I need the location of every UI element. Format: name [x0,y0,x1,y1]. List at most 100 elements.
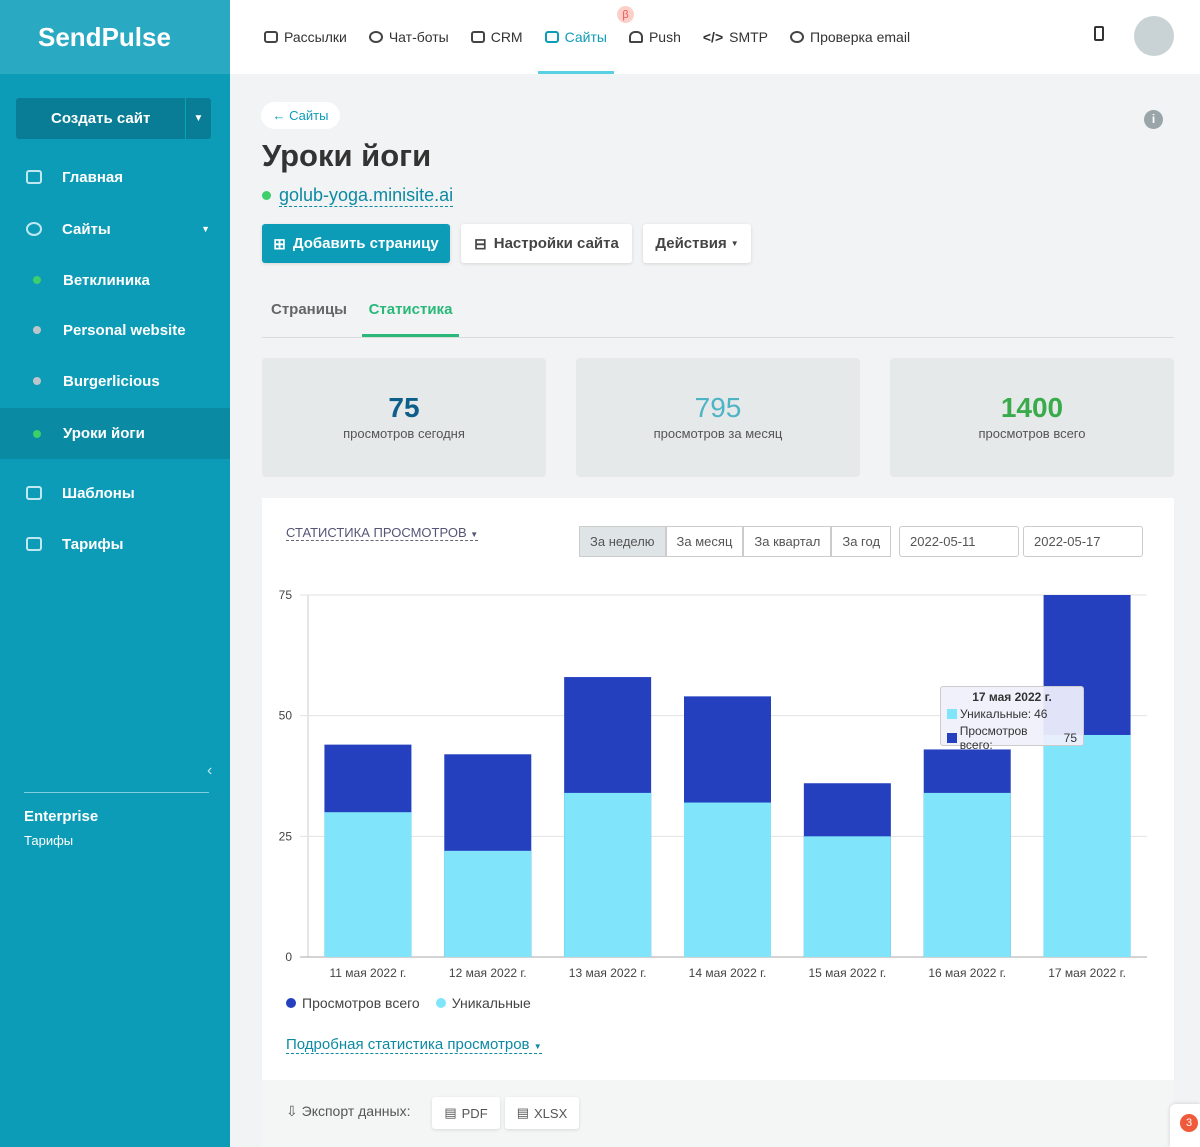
nav-item[interactable]: Главная [0,152,230,202]
bar [564,792,652,957]
nav-item[interactable]: Ветклиника [0,255,230,305]
info-icon[interactable]: i [1144,110,1163,129]
export-pdf[interactable]: ▤ PDF [432,1097,500,1129]
x-tick-label: 15 мая 2022 г. [808,966,886,980]
nav-label: Burgerlicious [63,372,160,390]
legend-swatch [435,998,446,1008]
stat-value: 1400 [1000,392,1064,423]
bar [1043,734,1131,957]
button-label: Добавить страницу [292,235,439,252]
tooltip-swatch [947,709,957,719]
legend-item[interactable]: Уникальные [435,995,531,1011]
nav-item[interactable]: Тарифы [0,519,230,569]
period-button[interactable]: За квартал [743,526,832,557]
tooltip-value: 75 [1063,731,1077,745]
nav-label: Шаблоны [62,484,135,502]
top-nav-item[interactable]: Сайты [537,0,615,74]
top-nav-item[interactable]: Рассылки [264,0,347,74]
tooltip: 17 мая 2022 г. Уникальные: 46 Просмотров … [940,686,1084,752]
back-link[interactable]: ← Сайты [261,102,340,129]
settings-button[interactable]: ⊟ Настройки сайта [461,224,632,263]
nav-item[interactable]: Уроки йоги [0,408,230,459]
stat-card: 795 просмотров за месяц [576,358,860,477]
export-bar [262,1080,1174,1147]
chat-widget[interactable]: 3 [1170,1104,1200,1147]
bar [684,802,771,957]
period-switch: За неделю За месяц За квартал За год [579,526,892,557]
details-text: Подробная статистика просмотров [286,1036,530,1053]
actions-button[interactable]: Действия ▼ [643,224,751,263]
top-nav-item[interactable]: Push [628,0,681,74]
tooltip-label: Просмотров всего: [959,724,1028,752]
domain-link[interactable]: golub-yoga.minisite.ai [279,185,454,207]
nav-item[interactable]: Personal website [0,305,230,355]
tooltip-title: 17 мая 2022 г. [972,690,1052,704]
top-nav-item[interactable]: CRM [470,0,523,74]
divider [24,792,209,793]
export-button-label: PDF [461,1105,488,1121]
collapse-icon[interactable]: ‹ [207,762,213,779]
y-tick-label: 0 [285,950,292,964]
export-label: ⇩ Экспорт данных: [286,1103,411,1119]
stat-label: просмотров всего [978,426,1086,441]
dropdown-arrow[interactable]: ▼ [185,98,211,139]
mobile-icon[interactable] [1094,26,1104,41]
logo[interactable]: SendPulse [0,0,230,74]
beta-badge: β [617,6,634,23]
nav-item[interactable]: Burgerlicious [0,356,230,406]
details-link[interactable]: Подробная статистика просмотров ▼ [286,1036,542,1054]
period-button[interactable]: За год [831,526,892,557]
create-button[interactable]: Создать сайт ▼ [16,98,211,139]
plan-link[interactable]: Тарифы [24,833,74,848]
date-from[interactable]: 2022-05-11 [899,526,1019,557]
notification-badge: 3 [1180,1114,1198,1132]
legend-swatch [286,998,296,1008]
stat-card: 1400 просмотров всего [890,358,1174,477]
y-tick-label: 50 [279,709,293,723]
chart-title[interactable]: СТАТИСТИКА ПРОСМОТРОВ ▼ [286,525,479,541]
x-tick-label: 12 мая 2022 г. [449,966,527,980]
top-nav-label: Рассылки [284,29,347,45]
page-title: Уроки йоги [262,138,432,173]
top-nav-item[interactable]: Проверка email [790,0,910,74]
tooltip-row: Уникальные: 46 [947,707,1077,721]
export-xlsx[interactable]: ▤ XLSX [505,1097,579,1129]
nav-label: Personal website [63,321,186,339]
top-nav-label: CRM [490,29,523,45]
y-tick-label: 25 [279,829,293,843]
top-nav-item[interactable]: Чат-боты [368,0,449,74]
x-tick-label: 16 мая 2022 г. [928,966,1006,980]
top-nav-label: SMTP [729,29,769,45]
tab[interactable]: Страницы [271,301,347,318]
stat-value: 795 [694,392,742,423]
stat-value: 75 [388,392,420,423]
legend-item[interactable]: Просмотров всего [286,995,420,1011]
nav-item[interactable]: Шаблоны [0,468,230,518]
bar [923,792,1011,957]
tab-active[interactable]: Статистика [362,301,459,337]
date-to[interactable]: 2022-05-17 [1023,526,1143,557]
legend-label: Уникальные [451,995,531,1011]
tooltip-swatch [947,733,957,743]
period-button[interactable]: За неделю [579,526,666,557]
button-label: Настройки сайта [493,235,619,252]
bar [324,812,412,957]
top-nav-item[interactable]: </> SMTP [702,29,769,45]
plan-name: Enterprise [24,808,99,825]
sidebar: SendPulse Создать сайт ▼ Главная Сайты ▼ В… [0,0,230,1147]
tooltip-label: Уникальные: [960,707,1032,721]
add-page-button[interactable]: ⊞ Добавить страницу [262,224,450,263]
nav-label: Уроки йоги [63,425,145,442]
stat-card: 75 просмотров сегодня [262,358,546,477]
stat-label: просмотров сегодня [343,426,465,441]
y-tick-label: 75 [279,588,293,602]
x-tick-label: 14 мая 2022 г. [689,966,767,980]
x-tick-label: 13 мая 2022 г. [569,966,647,980]
avatar[interactable] [1134,16,1174,56]
bar [803,836,891,957]
tooltip-value: 46 [1034,707,1048,721]
stat-label: просмотров за месяц [653,426,783,441]
export-text: Экспорт данных: [301,1103,411,1119]
nav-item[interactable]: Сайты ▼ [0,204,230,254]
period-button[interactable]: За месяц [665,526,744,557]
